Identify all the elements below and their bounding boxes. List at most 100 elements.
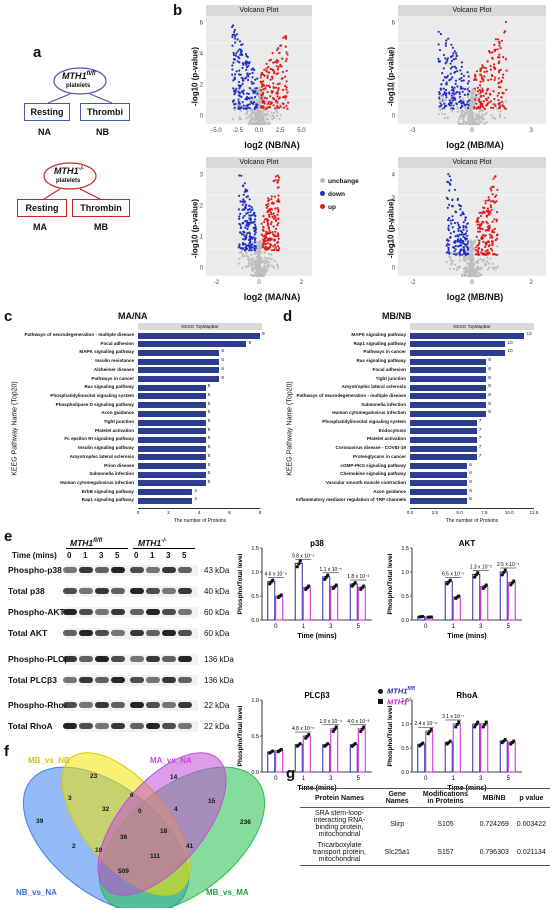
e-chart-bar <box>499 740 508 773</box>
wb-band <box>146 702 160 708</box>
e-chart-ytick: 0.0 <box>251 618 259 624</box>
wb-band <box>95 567 109 573</box>
wb-band <box>162 677 176 683</box>
svg-text:6: 6 <box>392 20 396 26</box>
kegg-tick: 8 <box>258 510 262 515</box>
panel-label-c: c <box>4 308 13 325</box>
wb-time-label: Time (mins) <box>12 551 57 560</box>
kegg-bar-value: 10 <box>507 340 513 346</box>
e-chart-point <box>295 565 299 569</box>
e-chart-point <box>454 725 458 729</box>
wb-time-tick: 5 <box>115 551 120 560</box>
e-chart-point <box>476 570 480 575</box>
wb-band <box>178 723 192 729</box>
wb-band <box>95 656 109 662</box>
kegg-row-label: Rap1 signaling pathway <box>353 340 406 346</box>
wb-band <box>130 567 144 573</box>
venn-count: 4 <box>174 806 178 813</box>
kegg-bar <box>410 497 468 504</box>
e-chart-ylabel: Phospho/Total level <box>237 705 244 766</box>
e-legend: MTH1fl/fl MTH1-/- <box>378 686 415 706</box>
e-chart-xtick: 3 <box>329 776 333 782</box>
e-chart-pvalue: 4.8 x 10⁻⁵ <box>292 726 315 732</box>
e-chart-ytick: 0.5 <box>251 734 259 740</box>
svg-text:-3: -3 <box>410 128 416 134</box>
wb-band <box>178 656 192 662</box>
kegg-tick: 12.5 <box>529 510 539 515</box>
kegg-bar-value: 7 <box>478 453 482 459</box>
wb-kda-label: 22 kDa <box>204 722 230 731</box>
e-chart-xtick: 3 <box>479 776 483 782</box>
kegg-bar <box>410 402 487 409</box>
svg-text:2.5: 2.5 <box>276 128 285 134</box>
panel-a-ma: MA <box>33 222 47 232</box>
e-chart-bar <box>444 581 453 621</box>
kegg-bar <box>138 384 206 391</box>
wb-band <box>95 702 109 708</box>
volcano-xlabel-1: log2 (NB/NA) <box>244 140 300 150</box>
wb-band <box>130 609 144 615</box>
kegg-bar-value: 4 <box>194 497 197 503</box>
svg-text:2: 2 <box>300 280 304 286</box>
kegg-row-label: Axon guidance <box>101 410 134 416</box>
kegg-row-label: ErbB signaling pathway <box>81 488 134 494</box>
e-chart-bar <box>302 735 311 773</box>
venn-label-mb-vs-nb: MB_vs_NB <box>28 756 70 765</box>
e-chart-point <box>448 739 452 743</box>
e-chart-point <box>304 587 308 591</box>
wb-band <box>63 630 77 636</box>
wb-band <box>130 656 144 662</box>
e-chart-point <box>360 586 364 590</box>
e-chart-pvalue: 1.8 x 10⁻² <box>347 574 369 580</box>
wb-band <box>146 609 160 615</box>
wb-band <box>79 656 93 662</box>
wb-band <box>111 588 125 594</box>
kegg-d-subtitle: KEGG TopMapBar <box>410 323 534 330</box>
e-legend-ko: MTH1-/- <box>378 697 415 706</box>
kegg-bar-value: 8 <box>488 366 491 372</box>
wb-band <box>178 609 192 615</box>
svg-text:2: 2 <box>200 82 204 88</box>
e-chart-xtick: 0 <box>274 776 278 782</box>
wb-band <box>79 677 93 683</box>
e-chart-point <box>474 573 478 577</box>
e-chart-point <box>481 725 485 729</box>
e-chart-point <box>421 614 425 619</box>
kegg-row-label: Platelet activation <box>94 427 134 433</box>
kegg-tick: 0 <box>136 510 140 515</box>
venn-count: 236 <box>240 819 251 826</box>
e-chart-point <box>502 570 506 575</box>
kegg-c-subtitle: KEGG TopMapBar <box>138 323 262 330</box>
kegg-bar <box>138 332 260 339</box>
e-chart-point <box>428 730 432 734</box>
svg-text:0: 0 <box>200 113 204 119</box>
kegg-axis <box>138 508 260 509</box>
e-chart-ytick: 1.5 <box>401 698 409 704</box>
kegg-bar-value: 6 <box>221 366 224 372</box>
kegg-bar-value: 5 <box>207 392 211 398</box>
panel-a-nb: NB <box>96 127 109 137</box>
kegg-row-label: Vascular smooth muscle contraction <box>325 479 406 485</box>
wb-band <box>111 630 125 636</box>
venn-count: 18 <box>160 828 168 835</box>
kegg-row-label: Phosphatidylinositol signaling system <box>50 392 134 398</box>
panel-a-top-genotype: MTH1fl/fl <box>62 71 96 81</box>
kegg-bar-value: 10 <box>507 349 513 355</box>
legend-unchange: unchange <box>320 178 359 185</box>
e-chart-bar <box>302 586 311 621</box>
e-chart-point <box>429 615 433 619</box>
wb-band <box>79 567 93 573</box>
e-chart-bar <box>472 723 481 773</box>
kegg-tick: 7.5 <box>481 510 488 515</box>
svg-text:6: 6 <box>200 20 204 26</box>
e-chart-ytick: 0.5 <box>251 594 259 600</box>
e-chart-xtick: 0 <box>274 624 278 630</box>
kegg-row-label: Prion disease <box>104 462 134 468</box>
e-chart-bar <box>480 585 489 621</box>
kegg-row-label: Focal adhesion <box>372 366 406 372</box>
wb-band <box>130 588 144 594</box>
kegg-bar <box>138 428 206 435</box>
kegg-bar <box>138 349 220 356</box>
venn-count: 6 <box>130 792 134 799</box>
volcano-xlabel-2: log2 (MB/MA) <box>446 140 504 150</box>
